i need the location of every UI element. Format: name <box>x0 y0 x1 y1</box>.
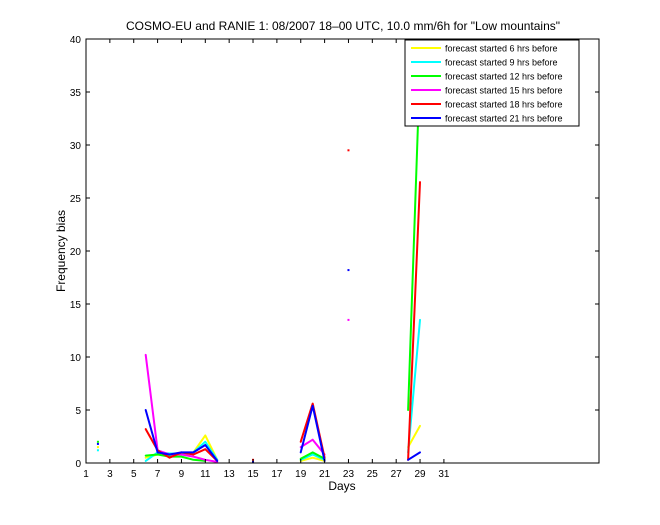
series-line <box>299 456 326 462</box>
series-line <box>299 451 326 460</box>
y-tick-label: 0 <box>75 459 81 470</box>
legend-label: forecast started 18 hrs before <box>445 100 563 110</box>
y-tick-label: 35 <box>70 88 82 99</box>
y-tick-label: 5 <box>75 406 81 417</box>
series-point <box>96 449 99 452</box>
x-tick-label: 27 <box>391 469 403 480</box>
x-tick-label: 25 <box>367 469 379 480</box>
legend-label: forecast started 12 hrs before <box>445 72 563 82</box>
legend-label: forecast started 6 hrs before <box>445 44 558 54</box>
x-tick-label: 13 <box>224 469 236 480</box>
series-point <box>347 318 350 321</box>
x-tick-label: 31 <box>438 469 450 480</box>
y-tick-label: 30 <box>70 141 82 152</box>
legend-label: forecast started 9 hrs before <box>445 58 558 68</box>
series-point <box>96 446 99 449</box>
x-tick-label: 3 <box>107 469 113 480</box>
series-line <box>299 438 326 456</box>
series-line <box>299 404 326 462</box>
chart-title: COSMO-EU and RANIE 1: 08/2007 18–00 UTC,… <box>126 19 560 33</box>
series-line <box>299 453 326 461</box>
x-tick-label: 21 <box>319 469 331 480</box>
y-tick-label: 20 <box>70 247 82 258</box>
x-tick-label: 7 <box>155 469 161 480</box>
x-axis-label: Days <box>328 479 355 493</box>
series-point <box>96 442 99 445</box>
series-line <box>407 181 421 461</box>
series-line <box>144 409 219 462</box>
x-tick-label: 19 <box>295 469 307 480</box>
y-tick-label: 10 <box>70 353 82 364</box>
y-tick-label: 25 <box>70 194 82 205</box>
legend: forecast started 6 hrs before forecast st… <box>404 39 580 127</box>
x-tick-label: 9 <box>179 469 185 480</box>
legend-label: forecast started 21 hrs before <box>445 114 563 124</box>
legend-box <box>404 39 580 127</box>
x-tick-label: 1 <box>83 469 89 480</box>
series-point <box>347 269 350 272</box>
series-line <box>407 451 421 461</box>
x-tick-label: 17 <box>271 469 283 480</box>
legend-label: forecast started 15 hrs before <box>445 86 563 96</box>
series-point <box>347 149 350 152</box>
series-line <box>407 424 421 449</box>
x-tick-label: 11 <box>200 469 211 480</box>
x-tick-label: 29 <box>414 469 426 480</box>
series-line <box>144 453 207 462</box>
x-tick-label: 15 <box>247 469 259 480</box>
y-axis-label: Frequency bias <box>54 210 68 292</box>
y-tick-label: 40 <box>70 35 82 46</box>
x-tick-label: 5 <box>131 469 137 480</box>
y-tick-label: 15 <box>70 300 82 311</box>
x-tick-label: 23 <box>343 469 355 480</box>
series-point <box>96 440 99 443</box>
